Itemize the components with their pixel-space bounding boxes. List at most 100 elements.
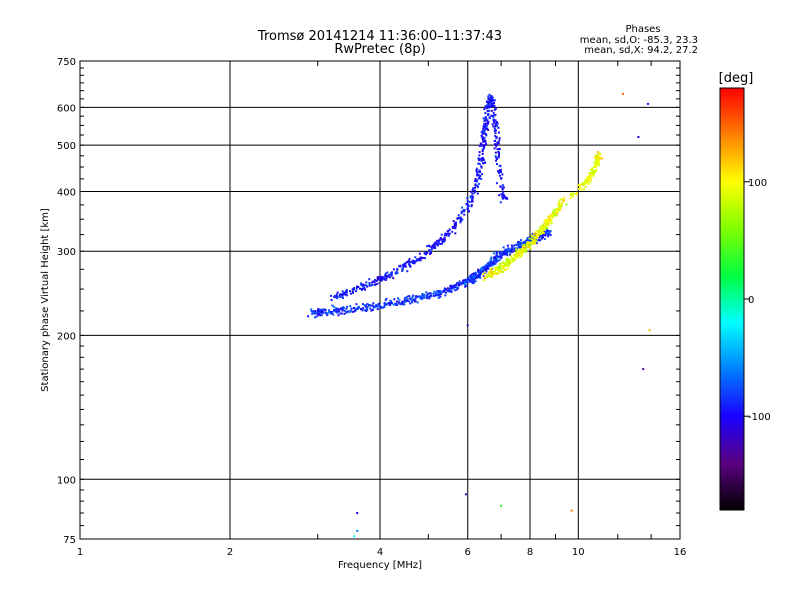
data-point (517, 254, 520, 256)
data-point (342, 306, 345, 309)
data-point (370, 309, 373, 312)
data-point (534, 231, 537, 234)
data-point (428, 297, 431, 300)
data-point (458, 284, 460, 286)
data-point (467, 204, 470, 207)
data-point (341, 308, 344, 311)
data-point (326, 312, 329, 315)
data-point (531, 232, 534, 235)
data-point (466, 280, 469, 282)
data-point (559, 203, 562, 206)
data-point (441, 240, 444, 243)
colorbar-tick-label: -100 (748, 412, 771, 423)
data-point (596, 155, 598, 158)
data-point (541, 231, 544, 234)
data-point (433, 245, 436, 248)
data-point (478, 158, 481, 160)
data-point (523, 247, 526, 250)
data-point (478, 163, 481, 165)
data-point (487, 267, 490, 270)
data-point (518, 251, 521, 254)
data-point (485, 273, 488, 276)
data-point (499, 268, 502, 271)
data-point (492, 111, 495, 114)
data-point (501, 187, 504, 190)
data-point (557, 203, 560, 206)
data-point (335, 293, 338, 296)
data-point (520, 242, 522, 244)
data-point (527, 246, 530, 248)
data-point (375, 279, 378, 282)
x-tick-label: 6 (465, 547, 471, 558)
data-point (530, 241, 533, 244)
data-point (452, 285, 455, 288)
data-point (485, 106, 488, 109)
data-point (505, 259, 508, 262)
data-point (506, 197, 509, 200)
data-point (507, 267, 510, 270)
data-point (505, 248, 508, 251)
y-tick-label: 75 (63, 535, 76, 546)
data-point (483, 279, 486, 282)
data-point (401, 269, 404, 272)
data-point (541, 234, 544, 236)
data-point (534, 232, 537, 235)
data-point (449, 284, 452, 287)
data-point (466, 281, 469, 284)
data-point (412, 298, 415, 301)
x-tick-label: 10 (572, 547, 585, 558)
data-point (341, 290, 344, 293)
data-point (493, 259, 496, 262)
data-point (478, 274, 481, 277)
data-point (471, 282, 474, 284)
data-point (471, 195, 474, 198)
x-axis-label: Frequency [MHz] (338, 560, 422, 571)
data-point (541, 237, 543, 240)
data-point (483, 126, 486, 129)
data-point (472, 196, 474, 199)
data-point (506, 263, 509, 266)
x-tick-label: 1 (77, 547, 83, 558)
data-point (386, 271, 389, 274)
data-point (492, 99, 495, 102)
data-point (495, 159, 498, 162)
data-point (589, 178, 592, 180)
data-point (507, 257, 510, 260)
data-point (338, 296, 341, 298)
data-point (528, 243, 531, 246)
data-point (511, 248, 514, 251)
data-point (487, 103, 490, 106)
data-point (594, 163, 597, 166)
data-point (418, 258, 421, 261)
data-point (525, 248, 528, 251)
data-point (536, 233, 538, 236)
data-point (595, 169, 598, 172)
data-point (536, 235, 539, 238)
data-point (504, 262, 507, 265)
data-point (486, 104, 489, 107)
data-point (442, 238, 445, 241)
data-point (480, 269, 483, 272)
data-point (459, 282, 462, 285)
data-point (397, 301, 400, 304)
data-point (492, 273, 495, 276)
data-point (511, 257, 514, 259)
data-point (483, 120, 486, 123)
data-point (502, 270, 504, 273)
data-point (534, 241, 536, 244)
data-point (550, 219, 553, 222)
data-point (498, 172, 500, 174)
data-point (379, 276, 382, 279)
data-point (473, 275, 476, 278)
data-point (375, 304, 378, 307)
phases-o-stats: mean, sd,O: -85.3, 23.3 (580, 35, 698, 46)
data-point (478, 272, 480, 274)
data-point (483, 147, 485, 150)
data-point (496, 143, 499, 146)
data-point (368, 304, 371, 306)
data-point (499, 168, 502, 171)
data-point (470, 200, 473, 203)
y-axis-ticks: 75 100 200 300 400 500 600 750 (57, 57, 680, 546)
data-point (439, 295, 442, 298)
data-point (399, 265, 402, 268)
